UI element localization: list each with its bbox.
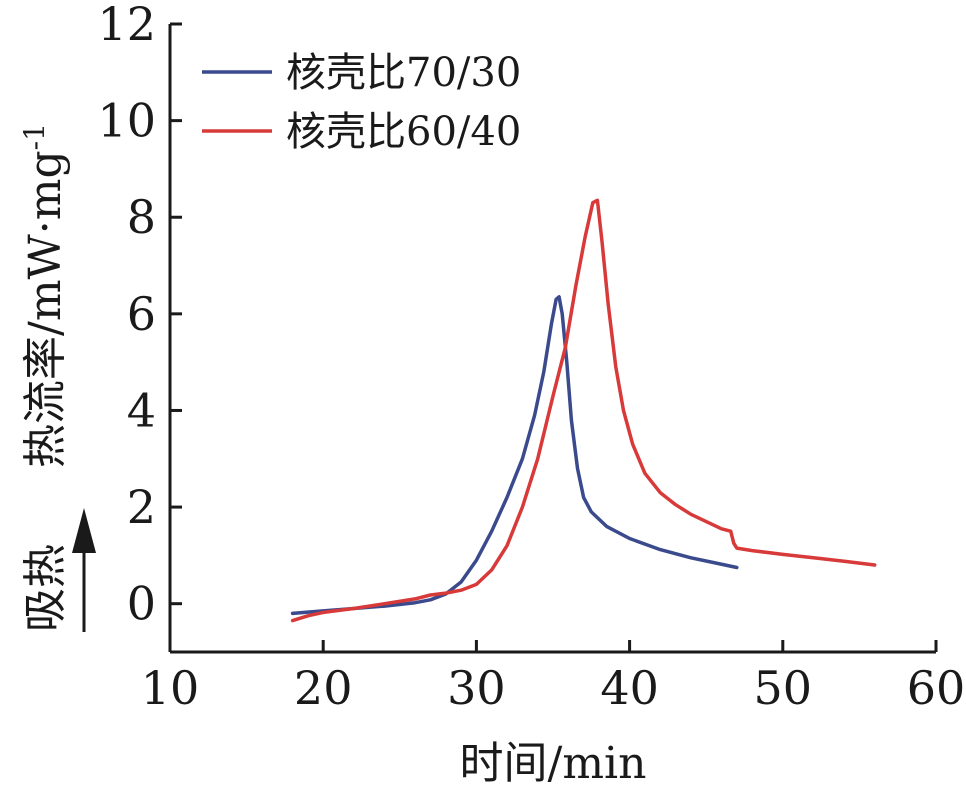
endotherm-label: 吸热 [20,544,71,632]
x-tick-label: 60 [907,661,966,715]
legend: 核壳比70/30 核壳比60/40 [202,50,521,155]
x-tick-label: 50 [754,661,813,715]
y-axis-title-superscript: -1 [18,123,51,150]
endotherm-arrow-icon [72,508,96,632]
y-tick-label: 6 [127,287,156,341]
x-tick-label: 40 [600,661,659,715]
y-tick-label: 2 [127,480,156,534]
x-ticks: 10 20 30 40 50 60 [141,640,966,715]
x-tick-label: 20 [294,661,353,715]
x-axis-title: 时间/min [460,738,647,786]
series-line-1 [290,295,739,616]
y-axis-title: 热流率/mW·mg-1 [18,123,71,468]
y-ticks: 0 2 4 6 8 10 12 [97,0,182,631]
x-tick-label: 10 [141,661,200,715]
y-tick-label: 10 [97,94,156,148]
y-tick-label: 0 [127,577,156,631]
x-tick-label: 30 [447,661,506,715]
series-layer [290,198,877,623]
y-axis-title-main: 热流率/mW·mg [20,150,71,468]
series-line-2 [290,198,877,623]
y-tick-label: 12 [97,0,156,51]
legend-label-2: 核壳比60/40 [286,109,521,155]
y-tick-label: 8 [127,190,156,244]
legend-label-1: 核壳比70/30 [286,50,521,96]
y-tick-label: 4 [127,383,156,437]
